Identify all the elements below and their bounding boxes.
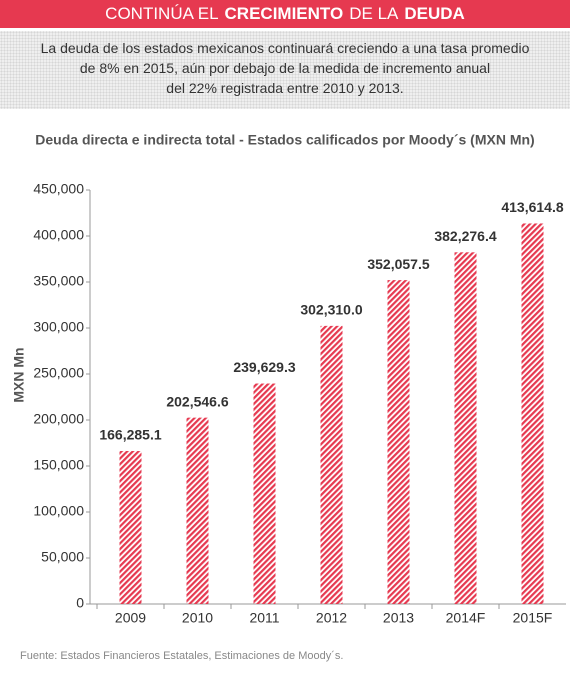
x-tick-label: 2013 bbox=[383, 610, 414, 626]
value-label: 302,310.0 bbox=[300, 302, 362, 318]
value-label: 166,285.1 bbox=[99, 427, 161, 443]
y-tick-label: 250,000 bbox=[33, 365, 84, 381]
header-text: DE LA bbox=[349, 4, 399, 23]
value-label: 382,276.4 bbox=[434, 228, 496, 244]
bar bbox=[119, 451, 142, 604]
value-label: 239,629.3 bbox=[233, 359, 295, 375]
intro-line: de 8% en 2015, aún por debajo de la medi… bbox=[79, 60, 491, 76]
y-tick-label: 200,000 bbox=[33, 411, 84, 427]
y-tick-label: 300,000 bbox=[33, 319, 84, 335]
x-tick-label: 2014F bbox=[446, 610, 486, 626]
intro: La deuda de los estados mexicanos contin… bbox=[0, 31, 570, 109]
y-tick-label: 150,000 bbox=[33, 457, 84, 473]
value-label: 202,546.6 bbox=[166, 393, 228, 409]
y-tick-label: 400,000 bbox=[33, 227, 84, 243]
x-tick-label: 2011 bbox=[249, 610, 279, 626]
header-text: DEUDA bbox=[404, 4, 465, 23]
x-tick-label: 2015F bbox=[513, 610, 553, 626]
y-tick-label: 450,000 bbox=[33, 181, 84, 197]
y-tick-label: 350,000 bbox=[33, 273, 84, 289]
bar bbox=[186, 417, 209, 604]
y-tick-label: 0 bbox=[76, 595, 84, 611]
x-tick-label: 2012 bbox=[316, 610, 347, 626]
header-text: CRECIMIENTO bbox=[224, 4, 344, 23]
bar bbox=[454, 252, 477, 604]
x-tick-label: 2010 bbox=[182, 610, 213, 626]
bar bbox=[253, 383, 276, 604]
bar bbox=[521, 223, 544, 605]
bar bbox=[320, 325, 343, 604]
value-label: 352,057.5 bbox=[367, 256, 429, 272]
bar bbox=[387, 280, 410, 604]
source: Fuente: Estados Financieros Estatales, E… bbox=[20, 650, 344, 662]
y-axis-label: MXN Mn bbox=[11, 347, 27, 402]
value-label: 413,614.8 bbox=[501, 199, 563, 215]
intro-line: La deuda de los estados mexicanos contin… bbox=[40, 40, 530, 56]
intro-line: del 22% registrada entre 2010 y 2013. bbox=[166, 80, 404, 96]
header-text: CONTINÚA EL bbox=[105, 4, 219, 23]
chart-title: Deuda directa e indirecta total - Estado… bbox=[35, 132, 534, 148]
header: CONTINÚA EL CRECIMIENTO DE LA DEUDA bbox=[0, 0, 570, 28]
x-tick-label: 2009 bbox=[115, 610, 146, 626]
y-tick-label: 100,000 bbox=[33, 503, 84, 519]
y-tick-label: 50,000 bbox=[41, 549, 84, 565]
